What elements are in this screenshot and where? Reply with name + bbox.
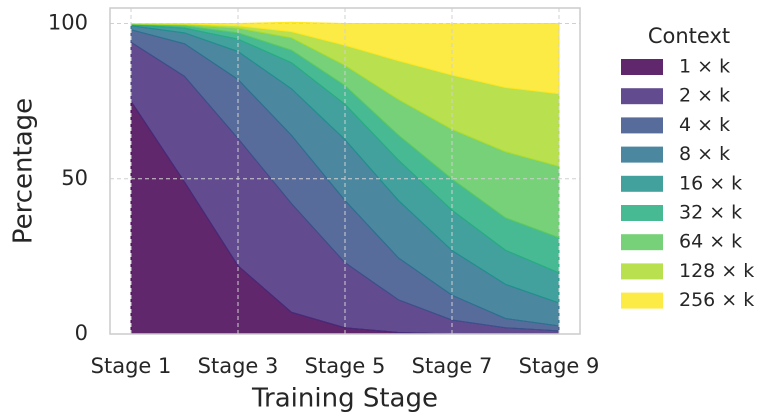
legend-swatch (621, 88, 663, 105)
legend-label: 256 × k (679, 289, 754, 311)
x-tick-label: Stage 1 (91, 354, 172, 378)
x-axis-label: Training Stage (251, 384, 438, 414)
y-tick-label: 0 (75, 321, 88, 345)
x-tick-label: Stage 5 (305, 354, 386, 378)
legend-swatch (621, 263, 663, 280)
legend-label: 8 × k (679, 143, 730, 165)
legend-swatch (621, 146, 663, 163)
y-tick-label: 100 (48, 11, 88, 35)
legend-title: Context (648, 24, 730, 48)
y-axis-label: Percentage (9, 98, 39, 244)
legend-label: 16 × k (679, 172, 742, 194)
x-tick-label: Stage 3 (198, 354, 279, 378)
legend-swatch (621, 234, 663, 251)
legend-swatch (621, 175, 663, 192)
legend-swatch (621, 117, 663, 134)
legend-label: 32 × k (679, 202, 742, 224)
legend-swatch (621, 205, 663, 221)
y-tick-label: 50 (61, 166, 88, 190)
legend-label: 64 × k (679, 231, 742, 253)
legend-swatch (621, 292, 663, 309)
legend-label: 2 × k (679, 85, 730, 107)
legend-label: 1 × k (679, 56, 730, 78)
legend-label: 128 × k (679, 260, 754, 282)
legend-label: 4 × k (679, 114, 730, 136)
legend-swatch (621, 59, 663, 75)
x-tick-label: Stage 7 (412, 354, 493, 378)
x-tick-label: Stage 9 (519, 354, 600, 378)
plot-frame (109, 7, 581, 335)
